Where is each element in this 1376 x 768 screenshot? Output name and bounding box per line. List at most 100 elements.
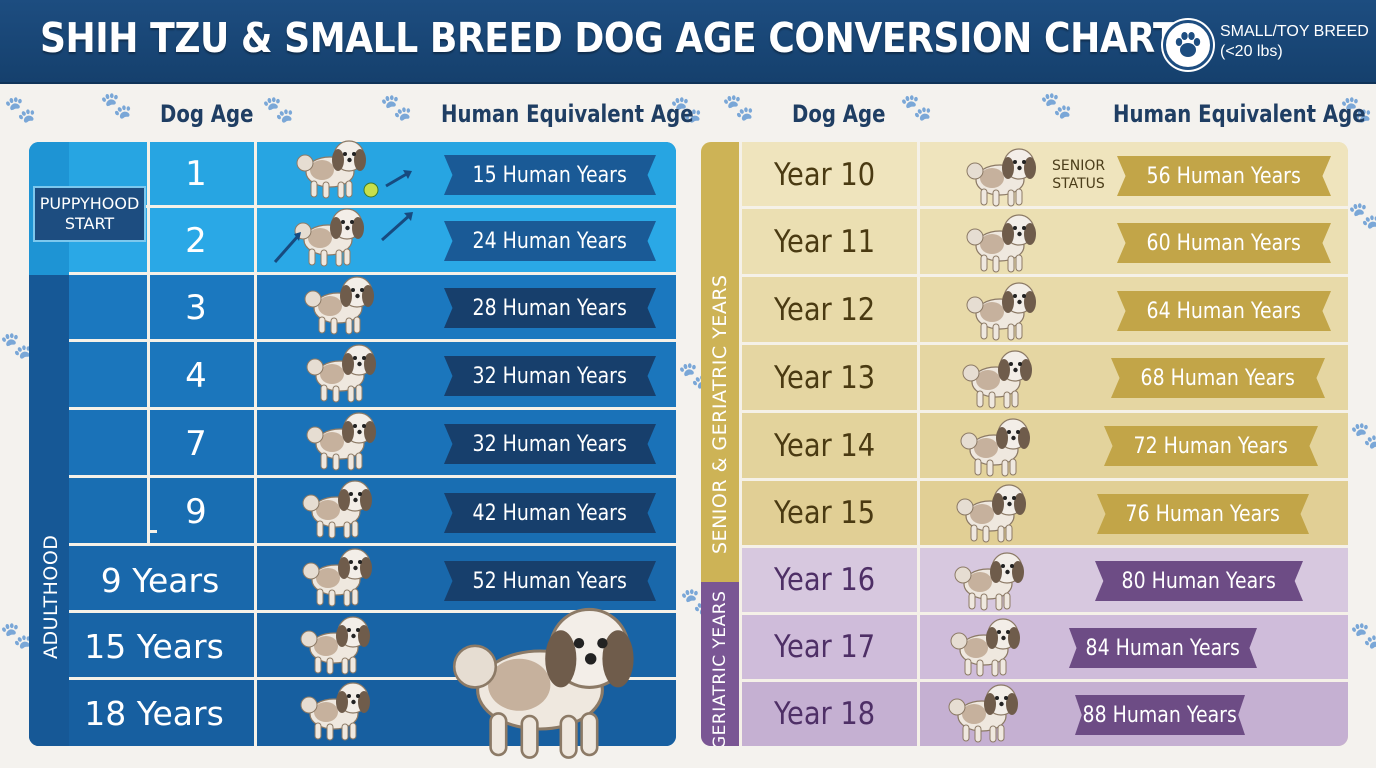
- column-divider: [254, 142, 257, 746]
- senior-shih-tzu-illustration: [956, 484, 1027, 543]
- paw-bg-icon: 🐾: [262, 94, 295, 124]
- column-divider: [147, 142, 150, 546]
- shih-tzu-illustration: [300, 616, 371, 675]
- left-human-age-heading: Human Equivalent Age: [441, 100, 694, 128]
- human-age-text: 15 Human Years: [472, 162, 628, 188]
- right-dog-age-heading: Dog Age: [792, 100, 886, 128]
- paw-bg-icon: 🐾: [380, 92, 413, 122]
- dog-age-cell: 18 Years: [84, 694, 224, 733]
- paw-bg-icon: 🐾: [722, 92, 755, 122]
- paw-bg-icon: 🐾: [4, 94, 37, 124]
- arrow-head-icon: [404, 212, 413, 221]
- shih-tzu-puppy-illustration: [294, 208, 365, 267]
- senior-status-line-2: STATUS: [1052, 176, 1105, 192]
- shih-tzu-illustration: [302, 480, 373, 539]
- badge-line-2: (<20 lbs): [1220, 43, 1283, 60]
- senior-shih-tzu-illustration: [954, 552, 1025, 611]
- human-age-ribbon: 68 Human Years: [1111, 358, 1325, 398]
- left-dog-age-heading: Dog Age: [160, 100, 254, 128]
- human-age-text: 72 Human Years: [1133, 433, 1289, 459]
- breed-size-badge: SMALL/TOY BREED (<20 lbs): [1220, 22, 1369, 62]
- arrow-head-icon: [294, 232, 301, 241]
- senior-status-line-1: SENIOR: [1052, 158, 1106, 174]
- human-age-ribbon: 32 Human Years: [444, 356, 656, 396]
- arrow-icon: [273, 235, 300, 263]
- human-age-text: 42 Human Years: [472, 500, 628, 526]
- human-age-text: 32 Human Years: [472, 363, 628, 389]
- ball-icon: [363, 182, 379, 198]
- paw-bg-icon: 🐾: [1350, 620, 1376, 650]
- paw-bg-icon: 🐾: [0, 620, 33, 650]
- dog-age-cell: 4: [185, 356, 207, 396]
- column-divider: [739, 142, 742, 746]
- human-age-ribbon: 60 Human Years: [1117, 223, 1331, 263]
- paw-bg-icon: 🐾: [1350, 420, 1376, 450]
- dog-age-cell: 9: [185, 492, 207, 532]
- dog-age-cell: 7: [185, 424, 207, 464]
- human-age-text: 28 Human Years: [472, 295, 628, 321]
- dog-age-cell: 2: [185, 221, 207, 261]
- puppyhood-start-label: PUPPYHOOD START: [33, 186, 146, 242]
- header-bar: SHIH TZU & SMALL BREED DOG AGE CONVERSIO…: [0, 0, 1376, 84]
- adult-group-strip: [29, 275, 69, 746]
- senior-shih-tzu-illustration: [966, 148, 1037, 207]
- senior-shih-tzu-illustration: [950, 618, 1021, 677]
- shih-tzu-illustration: [306, 412, 377, 471]
- dog-age-cell: 9 Years: [100, 561, 220, 600]
- dog-year-cell: Year 11: [774, 224, 876, 260]
- human-age-text: 76 Human Years: [1125, 501, 1281, 527]
- dog-year-cell: Year 13: [774, 360, 876, 396]
- human-age-text: 88 Human Years: [1082, 702, 1238, 728]
- paw-bg-icon: 🐾: [1340, 94, 1373, 124]
- human-age-ribbon: 28 Human Years: [444, 288, 656, 328]
- shih-tzu-illustration: [306, 344, 377, 403]
- arrow-head-icon: [403, 170, 412, 179]
- arrow-icon: [381, 213, 411, 242]
- dog-age-cell: 15 Years: [84, 627, 224, 666]
- dog-year-cell: Year 10: [774, 157, 876, 193]
- human-age-text: 32 Human Years: [472, 431, 628, 457]
- human-age-text: 60 Human Years: [1146, 230, 1302, 256]
- dog-year-cell: Year 15: [774, 495, 876, 531]
- human-age-text: 52 Human Years: [472, 568, 628, 594]
- puppy-label-line-1: PUPPYHOOD: [39, 194, 140, 213]
- large-shih-tzu-illustration: [452, 607, 636, 760]
- human-age-text: 24 Human Years: [472, 228, 628, 254]
- shih-tzu-illustration: [304, 276, 375, 335]
- human-age-ribbon: 42 Human Years: [444, 493, 656, 533]
- senior-shih-tzu-illustration: [966, 282, 1037, 341]
- paw-bg-icon: 🐾: [670, 94, 703, 124]
- human-age-text: 68 Human Years: [1140, 365, 1296, 391]
- dog-age-cell: 1: [185, 154, 207, 194]
- senior-status-label: SENIOR STATUS: [1052, 157, 1105, 193]
- dog-year-cell: Year 12: [774, 292, 876, 328]
- human-age-ribbon: 32 Human Years: [444, 424, 656, 464]
- human-age-ribbon: 72 Human Years: [1104, 426, 1318, 466]
- human-age-ribbon: 76 Human Years: [1097, 494, 1309, 534]
- human-age-ribbon: 80 Human Years: [1095, 561, 1303, 601]
- dog-year-cell: Year 17: [774, 629, 876, 665]
- dog-year-cell: Year 18: [774, 696, 876, 732]
- shih-tzu-puppy-illustration: [296, 140, 367, 199]
- dog-year-cell: Year 14: [774, 428, 876, 464]
- table-row: [701, 548, 1348, 615]
- human-age-ribbon: 15 Human Years: [444, 155, 656, 195]
- human-age-text: 56 Human Years: [1146, 163, 1302, 189]
- senior-shih-tzu-illustration: [966, 214, 1037, 273]
- paw-bg-icon: 🐾: [100, 90, 133, 120]
- senior-shih-tzu-illustration: [948, 684, 1019, 743]
- paw-bg-icon: 🐾: [1348, 200, 1376, 230]
- human-age-ribbon: 56 Human Years: [1117, 156, 1331, 196]
- shih-tzu-illustration: [302, 548, 373, 607]
- badge-line-1: SMALL/TOY BREED: [1220, 23, 1369, 40]
- human-age-ribbon: 52 Human Years: [444, 561, 656, 601]
- human-age-ribbon: 24 Human Years: [444, 221, 656, 261]
- senior-shih-tzu-illustration: [962, 350, 1033, 409]
- senior-group-strip: [701, 142, 739, 582]
- shih-tzu-illustration: [300, 682, 371, 741]
- human-age-text: 80 Human Years: [1121, 568, 1277, 594]
- right-human-age-heading: Human Equivalent Age: [1113, 100, 1366, 128]
- page-title: SHIH TZU & SMALL BREED DOG AGE CONVERSIO…: [40, 14, 1178, 62]
- human-age-ribbon: 84 Human Years: [1069, 628, 1257, 668]
- bracket-tick: [147, 530, 157, 533]
